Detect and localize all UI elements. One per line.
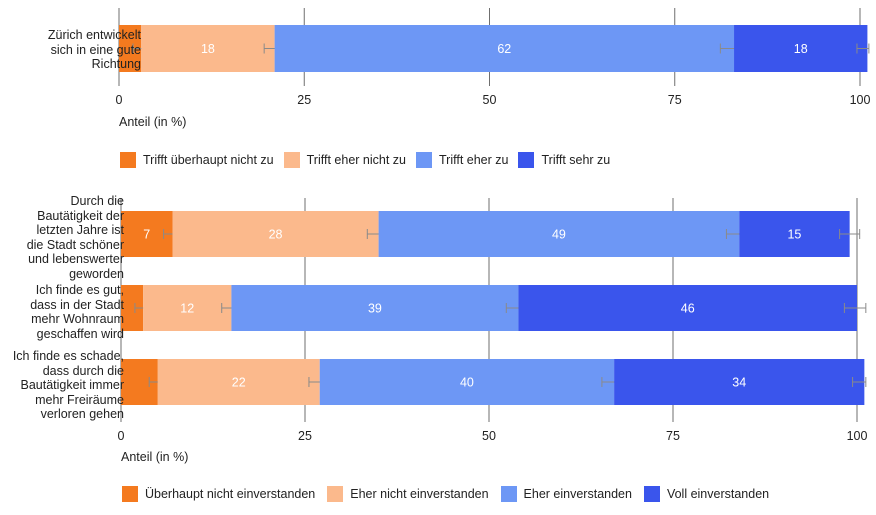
legend-swatch [518, 152, 535, 168]
x-tick-label: 0 [118, 429, 125, 443]
x-tick-label: 0 [116, 93, 123, 107]
x-tick-label: 75 [668, 93, 682, 107]
data-label: 22 [232, 376, 246, 390]
top-category-line: sich in eine gute [50, 42, 141, 57]
bottom-category-line: letzten Jahre ist [36, 223, 124, 237]
legend-item: Voll einverstanden [643, 486, 770, 502]
top-category-label: Zürich entwickelt sich in eine gute Rich… [48, 28, 141, 72]
data-label: 12 [180, 302, 194, 316]
top-category-line: Richtung [91, 57, 141, 71]
legend-item: Eher nicht einverstanden [327, 486, 489, 502]
bar-segment [378, 211, 740, 257]
bottom-category-line: geschaffen wird [36, 326, 124, 341]
bar-segment [734, 25, 868, 72]
data-label: 18 [794, 42, 808, 56]
bar-segment [739, 211, 850, 257]
data-label: 28 [269, 228, 283, 242]
x-tick-label: 100 [847, 429, 868, 443]
legend-item: Trifft eher nicht zu [283, 152, 406, 168]
bar-segment [172, 211, 379, 257]
bottom-category-line: Bautätigkeit immer [20, 378, 124, 392]
bar-segment [157, 359, 320, 405]
bottom-category-label: Ich finde es gut, dass in der Stadt mehr… [30, 283, 124, 341]
bottom-category-line: geworden [69, 266, 124, 281]
bottom-category-line: mehr Wohnraum [31, 312, 124, 326]
legend-label: Voll einverstanden [666, 487, 770, 501]
bar-segment [518, 285, 857, 331]
bottom-category-line: verloren gehen [40, 407, 124, 421]
data-label: 7 [143, 228, 150, 242]
bar-segment [319, 359, 615, 405]
bottom-category-line: und lebenswerter [28, 252, 124, 266]
legend-swatch [122, 486, 138, 502]
legend-swatch [500, 486, 517, 502]
bottom-category-line: Durch die [70, 194, 125, 208]
bar-segment [143, 285, 232, 331]
bottom-category-line: Bautätigkeit der [37, 208, 124, 223]
x-tick-label: 75 [666, 429, 680, 443]
legend-swatch [120, 152, 136, 168]
bottom-category-line: Ich finde es schade, [12, 349, 124, 363]
legend-item: Trifft überhaupt nicht zu [120, 152, 274, 168]
legend-item: Trifft sehr zu [518, 152, 610, 168]
data-label: 40 [460, 376, 474, 390]
bottom-category-label: Durch die Bautätigkeit der letzten Jahre… [27, 194, 124, 281]
data-label: 49 [552, 228, 566, 242]
legend-label: Trifft eher nicht zu [306, 153, 406, 167]
top-x-axis-title: Anteil (in %) [119, 115, 187, 129]
bar-segment [141, 25, 275, 72]
x-tick-label: 25 [298, 429, 312, 443]
bottom-legend: Überhaupt nicht einverstanden Eher nicht… [122, 486, 779, 502]
legend-swatch [283, 152, 300, 168]
top-category-line: Zürich entwickelt [47, 28, 141, 42]
data-label: 34 [732, 376, 746, 390]
bottom-category-line: Ich finde es gut, [35, 283, 124, 297]
data-label: 62 [497, 42, 511, 56]
bottom-category-line: die Stadt schöner [26, 237, 124, 252]
bottom-category-label: Ich finde es schade, dass durch die Baut… [13, 349, 124, 422]
legend-label: Trifft eher zu [439, 153, 509, 167]
top-legend: Trifft überhaupt nicht zu Trifft eher ni… [120, 152, 620, 168]
bar-segment [231, 285, 519, 331]
bottom-category-line: dass in der Stadt [30, 297, 124, 312]
bar-segment [274, 25, 735, 72]
x-tick-label: 50 [482, 429, 496, 443]
legend-label: Trifft sehr zu [541, 153, 611, 167]
x-tick-label: 50 [483, 93, 497, 107]
data-label: 46 [681, 302, 695, 316]
bottom-x-axis-title: Anteil (in %) [121, 450, 189, 464]
x-tick-label: 25 [297, 93, 311, 107]
legend-label: Eher nicht einverstanden [350, 487, 489, 501]
bottom-category-line: mehr Freiräume [35, 392, 124, 407]
bottom-category-line: dass durch die [42, 363, 124, 378]
x-tick-label: 100 [850, 93, 871, 107]
legend-item: Trifft eher zu [416, 152, 508, 168]
legend-swatch [416, 152, 432, 168]
legend-swatch [327, 486, 344, 502]
legend-label: Überhaupt nicht einverstanden [145, 487, 316, 501]
legend-item: Eher einverstanden [500, 486, 632, 502]
bar-segment [119, 25, 142, 72]
legend-label: Trifft überhaupt nicht zu [143, 153, 274, 167]
legend-swatch [643, 486, 660, 502]
bar-segment [121, 285, 144, 331]
bar-segment [614, 359, 865, 405]
legend-label: Eher einverstanden [523, 487, 632, 501]
data-label: 15 [787, 228, 801, 242]
legend-item: Überhaupt nicht einverstanden [122, 486, 315, 502]
data-label: 18 [201, 42, 215, 56]
data-label: 39 [368, 302, 382, 316]
